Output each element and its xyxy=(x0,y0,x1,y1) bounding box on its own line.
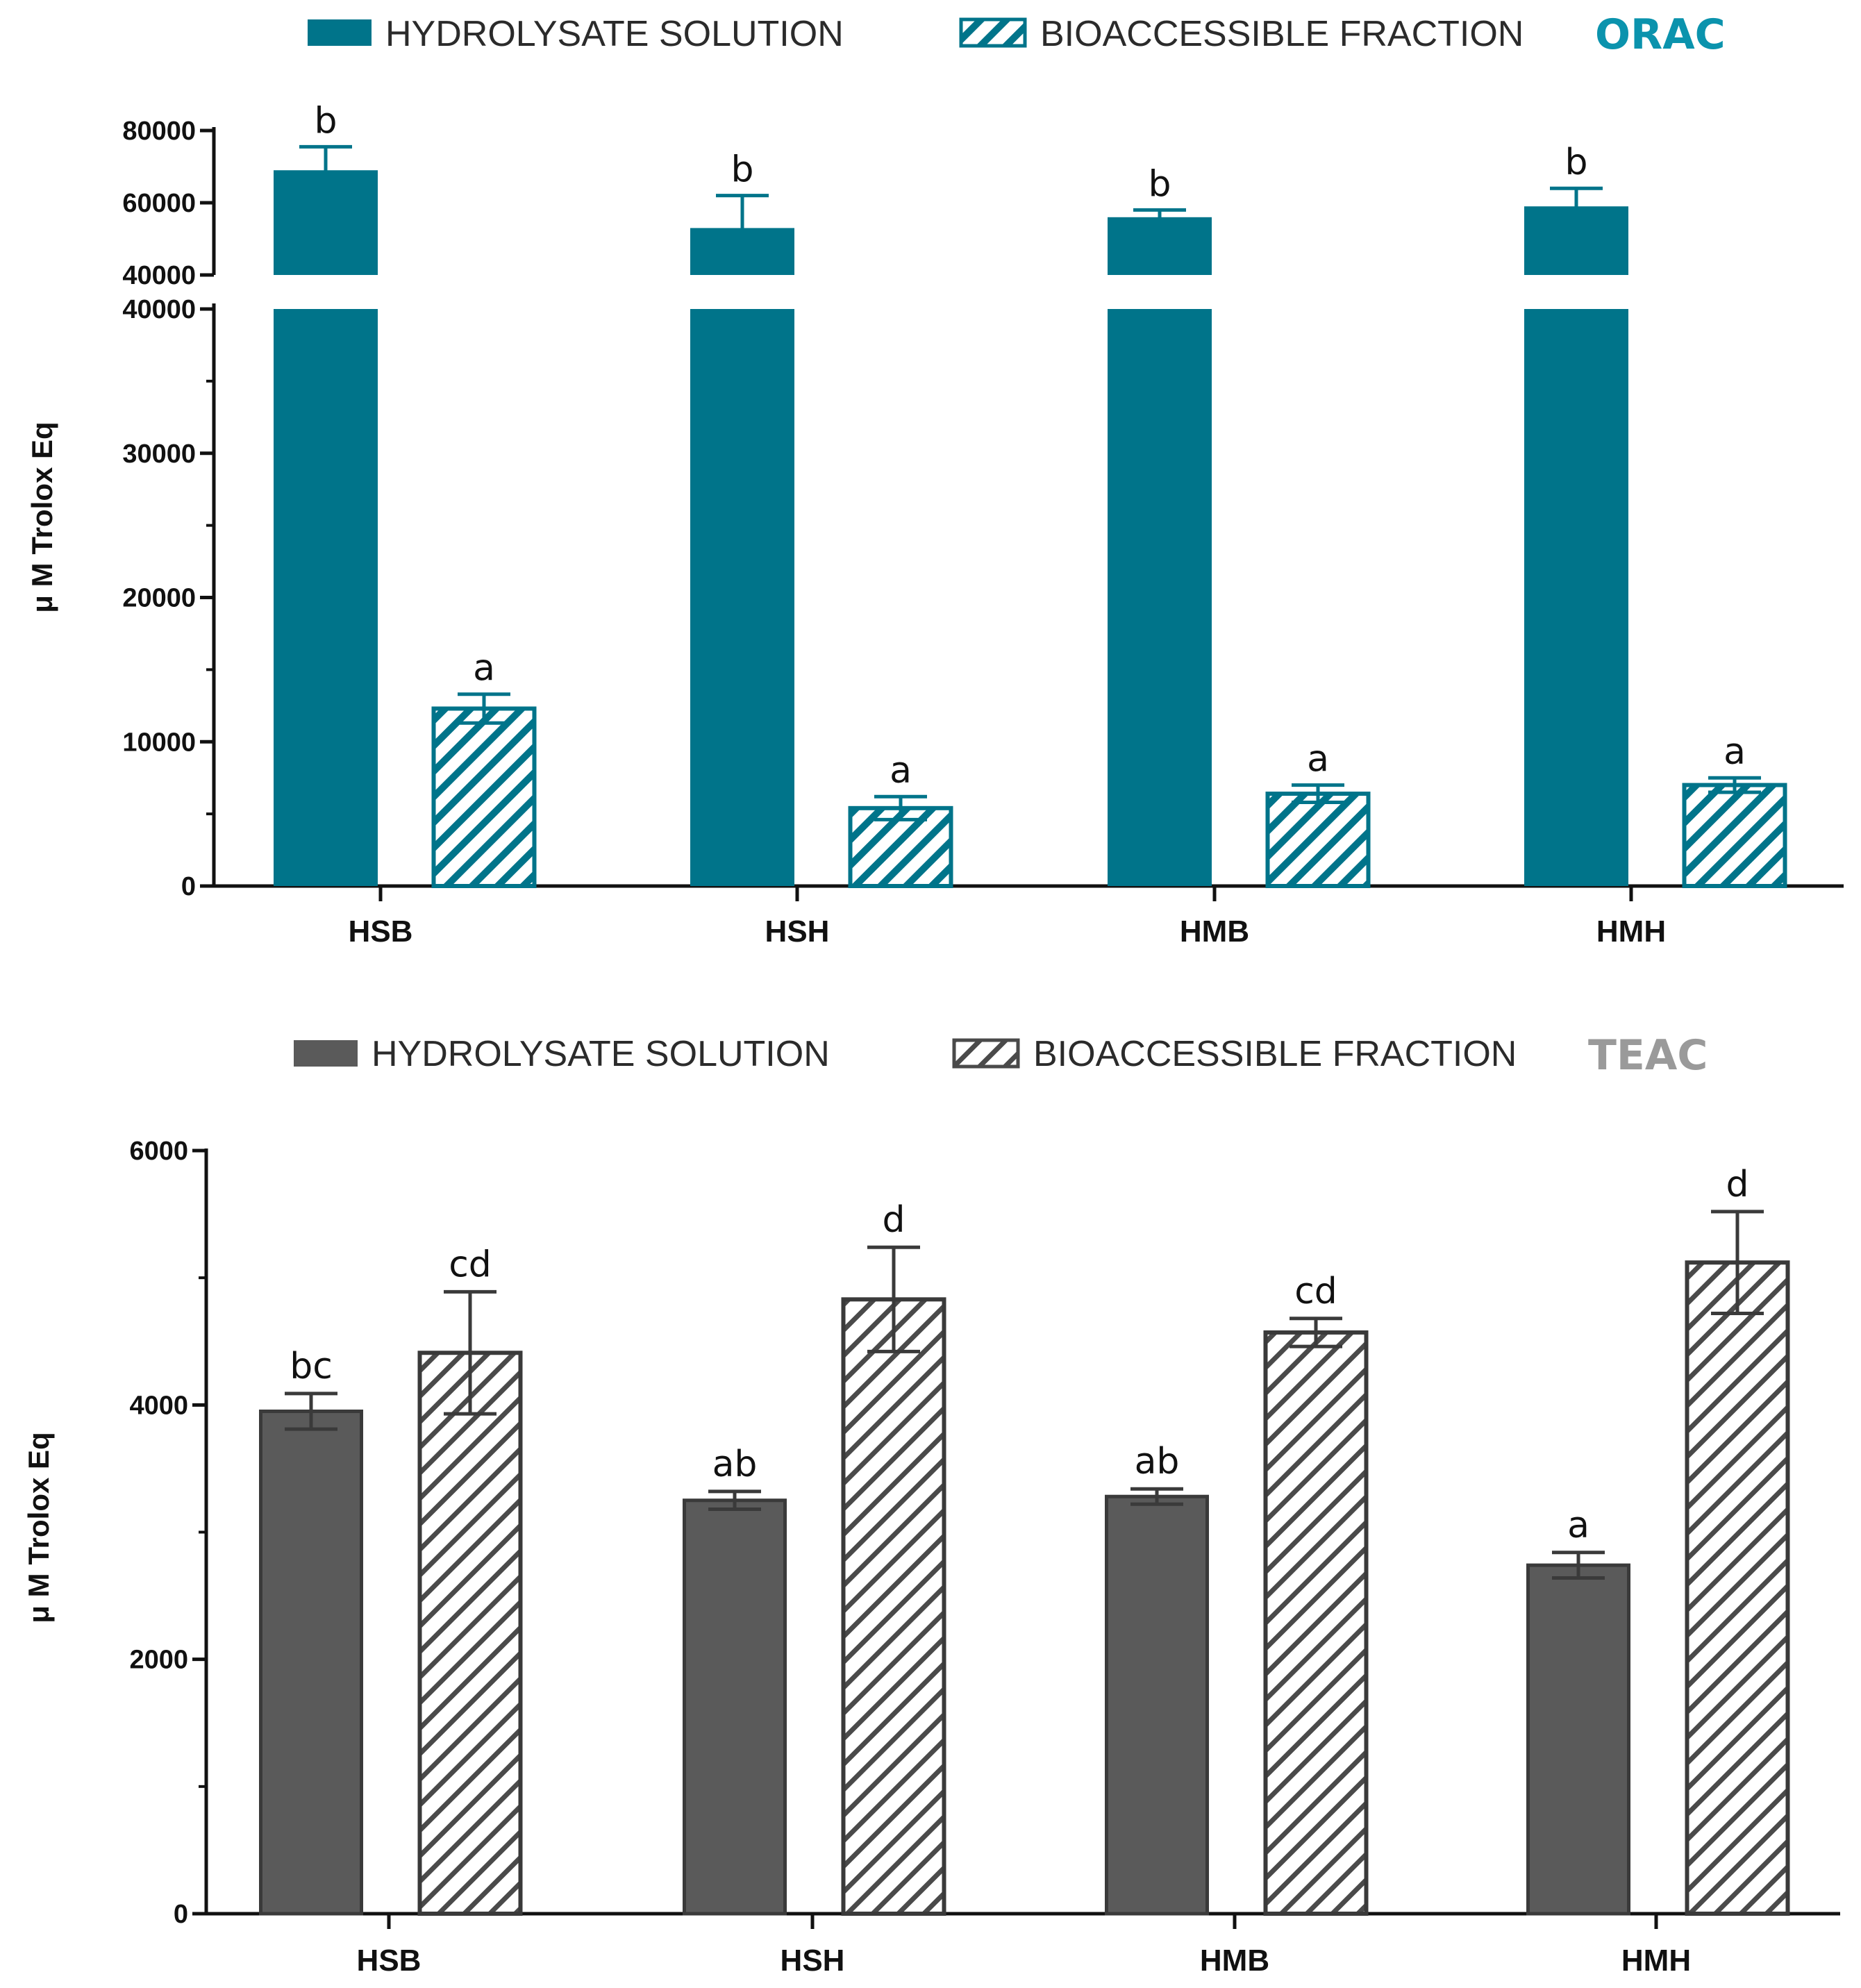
teac-legend-swatch-hydrolysate xyxy=(294,1040,358,1067)
orac-marks: b a b a b a b a xyxy=(274,100,1787,889)
orac-bar-hydrolysate xyxy=(1108,309,1212,886)
orac-y-tick-label: 20000 xyxy=(122,584,196,613)
teac-chart: HYDROLYSATE SOLUTION BIOACCESSIBLE FRACT… xyxy=(22,1031,1840,1978)
teac-bar-hydrolysate xyxy=(1105,1494,1209,1916)
teac-significance-letter: ab xyxy=(1135,1441,1180,1482)
teac-bar-bioaccessible xyxy=(1685,1260,1790,1916)
orac-legend-swatch-bioaccessible xyxy=(959,17,1027,48)
orac-bar-bioaccessible xyxy=(1682,783,1787,888)
orac-legend: HYDROLYSATE SOLUTION BIOACCESSIBLE FRACT… xyxy=(308,10,1726,59)
orac-category-label: HMH xyxy=(1596,914,1666,949)
teac-category-label: HMB xyxy=(1200,1944,1269,1978)
orac-significance-letter: a xyxy=(473,648,495,690)
teac-category-label: HMH xyxy=(1621,1944,1691,1978)
orac-bar-hydrolysate-upper xyxy=(1108,217,1212,275)
teac-significance-letter: ab xyxy=(712,1444,758,1485)
teac-y-tick-label: 2000 xyxy=(129,1646,188,1675)
orac-y-tick-label: 10000 xyxy=(122,728,196,757)
orac-y-tick-label: 30000 xyxy=(122,440,196,469)
orac-y-tick-label: 0 xyxy=(181,872,196,901)
orac-chart-name: ORAC xyxy=(1595,10,1726,59)
orac-y-axis-label: μ M Trolox Eq xyxy=(26,421,58,612)
orac-significance-letter: b xyxy=(1564,142,1587,183)
teac-significance-letter: d xyxy=(1726,1164,1749,1205)
teac-chart-name: TEAC xyxy=(1588,1031,1708,1080)
teac-y-tick-label: 0 xyxy=(174,1900,188,1929)
orac-significance-letter: a xyxy=(1307,739,1329,780)
orac-significance-letter: a xyxy=(890,750,912,792)
teac-legend-label-hydrolysate: HYDROLYSATE SOLUTION xyxy=(372,1034,830,1074)
orac-bar-hydrolysate xyxy=(690,309,794,886)
orac-bar-bioaccessible xyxy=(1265,792,1371,889)
orac-legend-swatch-hydrolysate xyxy=(308,19,372,46)
teac-significance-letter: d xyxy=(882,1199,905,1241)
teac-significance-letter: cd xyxy=(1294,1271,1337,1312)
orac-y-tick-label: 40000 xyxy=(122,295,196,324)
teac-y-tick-label: 6000 xyxy=(129,1137,188,1166)
teac-legend-swatch-bioaccessible xyxy=(952,1038,1020,1069)
orac-y-tick-label-upper: 40000 xyxy=(122,261,196,290)
teac-marks: bc cd ab d ab cd a d xyxy=(259,1164,1790,1916)
orac-significance-letter: b xyxy=(1148,163,1171,205)
orac-significance-letter: b xyxy=(731,149,753,191)
teac-category-label: HSB xyxy=(357,1944,422,1978)
orac-category-label: HMB xyxy=(1180,914,1249,949)
orac-y-tick-label-upper: 60000 xyxy=(122,189,196,218)
teac-legend-label-bioaccessible: BIOACCESSIBLE FRACTION xyxy=(1033,1034,1517,1074)
orac-category-label: HSB xyxy=(349,914,413,949)
teac-significance-letter: a xyxy=(1567,1505,1589,1546)
teac-significance-letter: cd xyxy=(449,1244,492,1285)
teac-bar-hydrolysate xyxy=(259,1409,363,1916)
orac-bar-bioaccessible xyxy=(431,706,537,889)
orac-category-label: HSH xyxy=(765,914,830,949)
orac-bar-hydrolysate xyxy=(274,309,378,886)
teac-y-axis-label: μ M Trolox Eq xyxy=(22,1432,55,1623)
teac-bar-bioaccessible xyxy=(417,1351,523,1916)
teac-bar-bioaccessible xyxy=(1263,1330,1369,1916)
orac-chart: HYDROLYSATE SOLUTION BIOACCESSIBLE FRACT… xyxy=(26,10,1844,949)
orac-legend-label-bioaccessible: BIOACCESSIBLE FRACTION xyxy=(1040,14,1524,54)
orac-significance-letter: a xyxy=(1724,731,1746,773)
orac-significance-letter: b xyxy=(314,100,337,142)
teac-bar-hydrolysate xyxy=(683,1498,787,1916)
orac-y-tick-label-upper: 80000 xyxy=(122,117,196,146)
teac-legend: HYDROLYSATE SOLUTION BIOACCESSIBLE FRACT… xyxy=(294,1031,1708,1080)
teac-significance-letter: bc xyxy=(290,1346,333,1387)
teac-y-tick-label: 4000 xyxy=(129,1391,188,1420)
orac-legend-label-hydrolysate: HYDROLYSATE SOLUTION xyxy=(385,14,844,54)
teac-bar-bioaccessible xyxy=(841,1297,946,1916)
teac-bar-hydrolysate xyxy=(1526,1563,1630,1916)
teac-category-label: HSH xyxy=(781,1944,845,1978)
orac-bar-hydrolysate xyxy=(1524,309,1628,886)
